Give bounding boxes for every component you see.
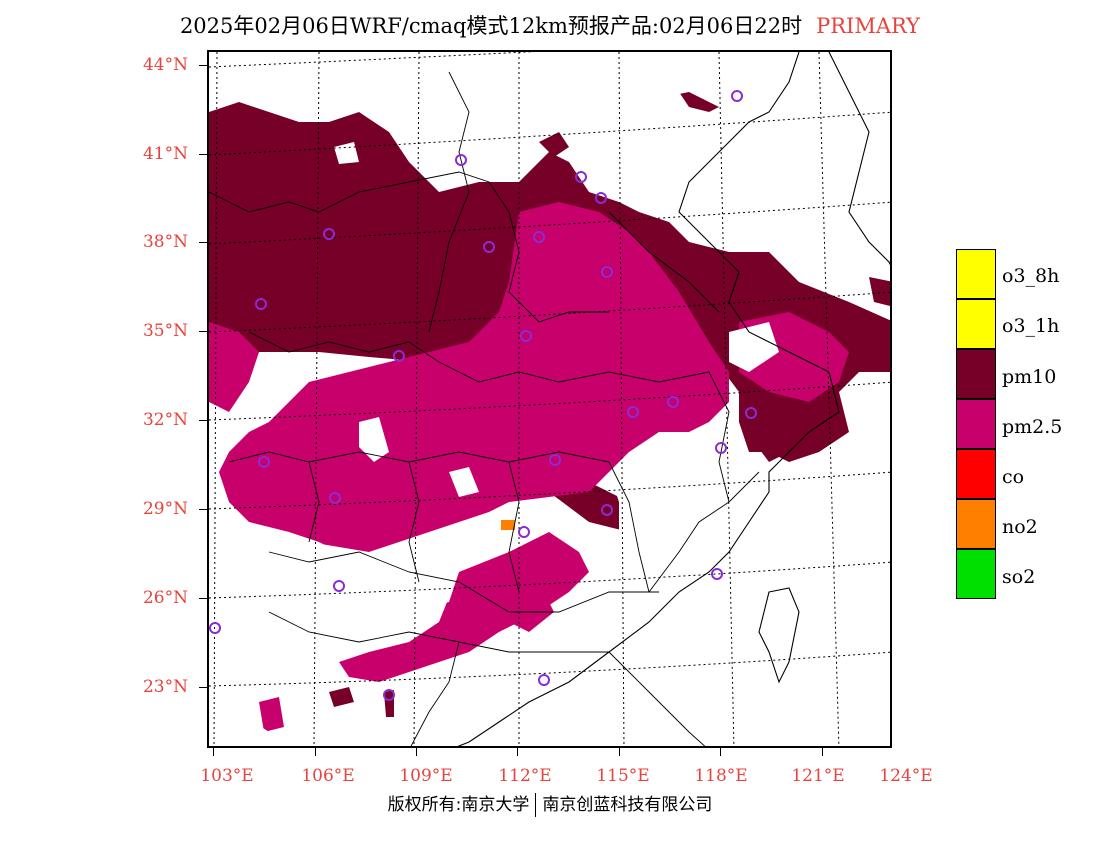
- lat-label-32: 32°N: [142, 410, 188, 430]
- lon-label-106: 106°E: [301, 766, 355, 786]
- legend-swatch-o3-8h: [956, 249, 996, 299]
- lat-label-35: 35°N: [142, 321, 188, 341]
- legend-swatch-pm25: [956, 399, 996, 449]
- lat-tick: [199, 154, 207, 155]
- lon-tick: [720, 748, 721, 756]
- footer-divider: [535, 793, 537, 817]
- legend-swatch-pm10: [956, 349, 996, 399]
- lat-tick: [199, 598, 207, 599]
- lon-label-115: 115°E: [596, 766, 650, 786]
- lon-label-121: 121°E: [791, 766, 845, 786]
- clear-areas: [209, 52, 890, 746]
- legend-label-no2: no2: [1002, 516, 1038, 538]
- legend-label-pm10: pm10: [1002, 366, 1057, 388]
- lat-label-29: 29°N: [142, 499, 188, 519]
- lat-label-23: 23°N: [142, 677, 188, 697]
- legend-swatch-o3-1h: [956, 299, 996, 349]
- legend-swatch-so2: [956, 549, 996, 599]
- lat-label-41: 41°N: [142, 144, 188, 164]
- lon-label-118: 118°E: [694, 766, 748, 786]
- map-canvas: [209, 52, 890, 746]
- copyright-left: 版权所有:南京大学: [387, 795, 530, 815]
- lon-label-109: 109°E: [399, 766, 453, 786]
- lat-tick: [199, 65, 207, 66]
- lon-tick: [517, 748, 518, 756]
- coastline: [457, 52, 890, 746]
- lon-tick: [822, 748, 823, 756]
- title-text: 2025年02月06日WRF/cmaq模式12km预报产品:02月06日22时: [179, 14, 803, 38]
- lat-tick: [199, 331, 207, 332]
- legend-label-co: co: [1002, 466, 1025, 488]
- lon-label-112: 112°E: [498, 766, 552, 786]
- lat-label-38: 38°N: [142, 232, 188, 252]
- lat-tick: [199, 687, 207, 688]
- legend-label-o3-1h: o3_1h: [1002, 315, 1060, 337]
- no2-patch: [501, 520, 515, 530]
- lon-label-124: 124°E: [879, 766, 933, 786]
- lon-label-103: 103°E: [200, 766, 254, 786]
- lon-tick: [213, 748, 214, 756]
- copyright-footer: 版权所有:南京大学 南京创蓝科技有限公司: [0, 790, 1100, 817]
- lat-tick: [199, 242, 207, 243]
- pollutant-legend: [956, 249, 996, 599]
- province-borders: [209, 71, 760, 746]
- copyright-right: 南京创蓝科技有限公司: [542, 795, 713, 815]
- lat-label-44: 44°N: [142, 55, 188, 75]
- lat-tick: [199, 420, 207, 421]
- primary-tag: PRIMARY: [816, 14, 921, 38]
- lat-tick: [199, 509, 207, 510]
- station-markers: [209, 90, 757, 701]
- map-title: 2025年02月06日WRF/cmaq模式12km预报产品:02月06日22时 P…: [0, 10, 1100, 40]
- lon-tick: [619, 748, 620, 756]
- lon-tick: [315, 748, 316, 756]
- legend-swatch-co: [956, 449, 996, 499]
- legend-label-o3-8h: o3_8h: [1002, 265, 1060, 287]
- map-panel: [207, 50, 892, 748]
- lat-label-26: 26°N: [142, 588, 188, 608]
- legend-label-pm25: pm2.5: [1002, 416, 1063, 438]
- lon-tick: [416, 748, 417, 756]
- legend-label-so2: so2: [1002, 566, 1036, 588]
- legend-swatch-no2: [956, 499, 996, 549]
